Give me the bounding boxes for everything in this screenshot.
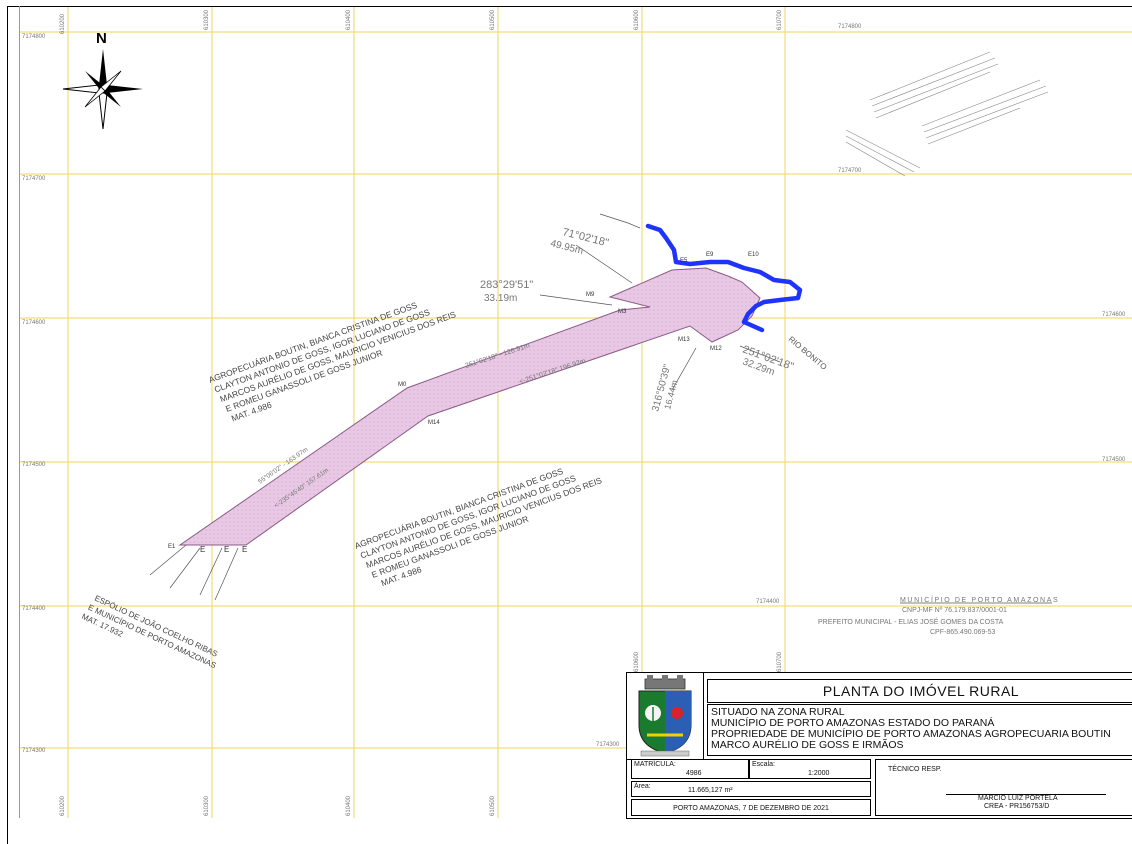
prefeitura-line1: MUNICÍPIO DE PORTO AMAZONAS xyxy=(900,595,1059,604)
grid-label-n-mid-400: 7174400 xyxy=(756,599,780,605)
grid-label-e-bottom-200: 610200 xyxy=(60,795,66,816)
marker-m13: M13 xyxy=(678,337,690,343)
marker-e4: E xyxy=(242,545,247,554)
bearing-2-distance: 33.19m xyxy=(484,293,517,304)
grid-label-e-bottom-500: 610500 xyxy=(490,795,496,816)
desc-line1: SITUADO NA ZONA RURAL xyxy=(711,706,845,718)
marker-m14: M14 xyxy=(428,420,440,426)
grid-label-n-left-500: 7174500 xyxy=(22,462,46,468)
grid-label-e-top-200: 610200 xyxy=(60,13,66,34)
grid-label-n-left-800: 7174800 xyxy=(22,34,46,40)
owner-southwest-line2: E MUNICÍPIO DE PORTO AMAZONAS xyxy=(87,603,218,670)
escala-value: 1:2000 xyxy=(808,770,830,777)
compass-rose-icon xyxy=(62,49,143,130)
marker-e5: E5 xyxy=(680,258,688,264)
grid-label-e-bottom-400: 610400 xyxy=(346,795,352,816)
grid-label-n-left-600: 7174600 xyxy=(22,320,46,326)
place-date-box: PORTO AMAZONAS, 7 DE DEZEMBRO DE 2021 xyxy=(631,799,871,816)
municipal-coat-of-arms-icon xyxy=(638,675,692,757)
tecnico-name: MARCIO LUIZ PORTELA xyxy=(978,795,1058,802)
grid-label-n-right-500: 7174500 xyxy=(1102,457,1126,463)
grid-label-n-mid-300: 7174300 xyxy=(596,742,620,748)
title-block: PLANTA DO IMÓVEL RURAL SITUADO NA ZONA R… xyxy=(626,672,1132,819)
marker-e2: E xyxy=(200,545,205,554)
matricula-label: MATRÍCULA: xyxy=(634,761,676,768)
prefeitura-line3: PREFEITO MUNICIPAL - ELIAS JOSÉ GOMES DA… xyxy=(818,617,1004,626)
area-box: Área: 11.665,127 m² xyxy=(631,781,871,797)
title-block-heading: PLANTA DO IMÓVEL RURAL xyxy=(707,679,1132,703)
marker-e3: E xyxy=(224,545,229,554)
grid-label-e-bottom-600: 610600 xyxy=(634,651,640,672)
grid-label-n-right-600: 7174600 xyxy=(1102,312,1126,318)
neighbor-notes-top-right xyxy=(845,51,1049,177)
marker-e9: E9 xyxy=(706,252,714,258)
grid-label-e-top-500: 610500 xyxy=(490,9,496,30)
frame-left-line xyxy=(7,6,8,844)
grid-label-e-bottom-700: 610700 xyxy=(777,651,783,672)
marker-e10: E10 xyxy=(748,252,759,258)
frame-top-line xyxy=(7,6,1132,7)
marker-e1: E1 xyxy=(168,544,176,550)
property-parcel xyxy=(178,267,761,546)
signature-line xyxy=(946,794,1106,795)
area-label: Área: xyxy=(634,783,651,790)
owner-south-line2: CLAYTON ANTONIO DE GOSS, IGOR LUCIANO DE… xyxy=(359,473,578,561)
desc-line3: PROPRIEDADE DE MUNICÍPIO DE PORTO AMAZON… xyxy=(711,728,1111,740)
owner-south-line3: MARCOS AURÉLIO DE GOSS, MAURICIO VENICIU… xyxy=(365,475,604,570)
grid-label-n-left-700: 7174700 xyxy=(22,176,46,182)
bearing-2-angle: 283°29'51" xyxy=(480,279,533,291)
escala-box: Escala: 1:2000 xyxy=(749,759,871,779)
grid-label-n-right-700: 7174700 xyxy=(838,168,862,174)
owner-south-label: AGROPECUÁRIA BOUTIN, BIANCA CRISTINA DE … xyxy=(353,466,604,588)
owner-southwest-label: ESPÓLIO DE JOÃO COELHO RIBAS E MUNICÍPIO… xyxy=(80,594,219,671)
desc-line4: MARCO AURÉLIO DE GOSS E IRMÃOS xyxy=(711,739,904,751)
prefeitura-line2: CNPJ-MF Nº 76.179.837/0001-01 xyxy=(902,607,1007,614)
tecnico-label: TÉCNICO RESP. xyxy=(888,766,942,773)
grid-label-e-top-400: 610400 xyxy=(346,9,352,30)
marker-m0: M0 xyxy=(398,382,407,388)
frame-inner-left-line xyxy=(19,6,20,818)
dimension-leaders xyxy=(149,213,781,601)
grid-label-n-left-300: 7174300 xyxy=(22,748,46,754)
place-date: PORTO AMAZONAS, 7 DE DEZEMBRO DE 2021 xyxy=(673,805,829,812)
north-label: N xyxy=(96,30,107,47)
grid-label-n-left-400: 7174400 xyxy=(22,606,46,612)
tecnico-crea: CREA - PR156753/D xyxy=(984,803,1050,810)
grid-label-n-right-800: 7174800 xyxy=(838,24,862,30)
marker-m12: M12 xyxy=(710,346,722,352)
marker-m9: M9 xyxy=(586,292,595,298)
prefeitura-signature: MUNICÍPIO DE PORTO AMAZONAS CNPJ-MF Nº 7… xyxy=(818,595,1059,636)
matricula-value: 4986 xyxy=(686,770,702,777)
grid-label-e-top-700: 610700 xyxy=(777,9,783,30)
marker-m3: M3 xyxy=(618,309,627,315)
desc-line2: MUNICÍPIO DE PORTO AMAZONAS ESTADO DO PA… xyxy=(711,717,995,729)
tecnico-box: TÉCNICO RESP. MARCIO LUIZ PORTELA CREA -… xyxy=(875,759,1132,816)
title-block-description: SITUADO NA ZONA RURAL MUNICÍPIO DE PORTO… xyxy=(707,704,1132,756)
river-line xyxy=(645,223,803,333)
prefeitura-line4: CPF-865.490.069-53 xyxy=(930,629,995,636)
escala-label: Escala: xyxy=(752,761,775,768)
matricula-box: MATRÍCULA: 4986 xyxy=(631,759,749,779)
grid-label-e-bottom-300: 610300 xyxy=(204,795,210,816)
emblem-area xyxy=(627,673,704,760)
grid-label-e-top-300: 610300 xyxy=(204,9,210,30)
area-value: 11.665,127 m² xyxy=(688,787,733,794)
grid-label-e-top-600: 610600 xyxy=(634,9,640,30)
